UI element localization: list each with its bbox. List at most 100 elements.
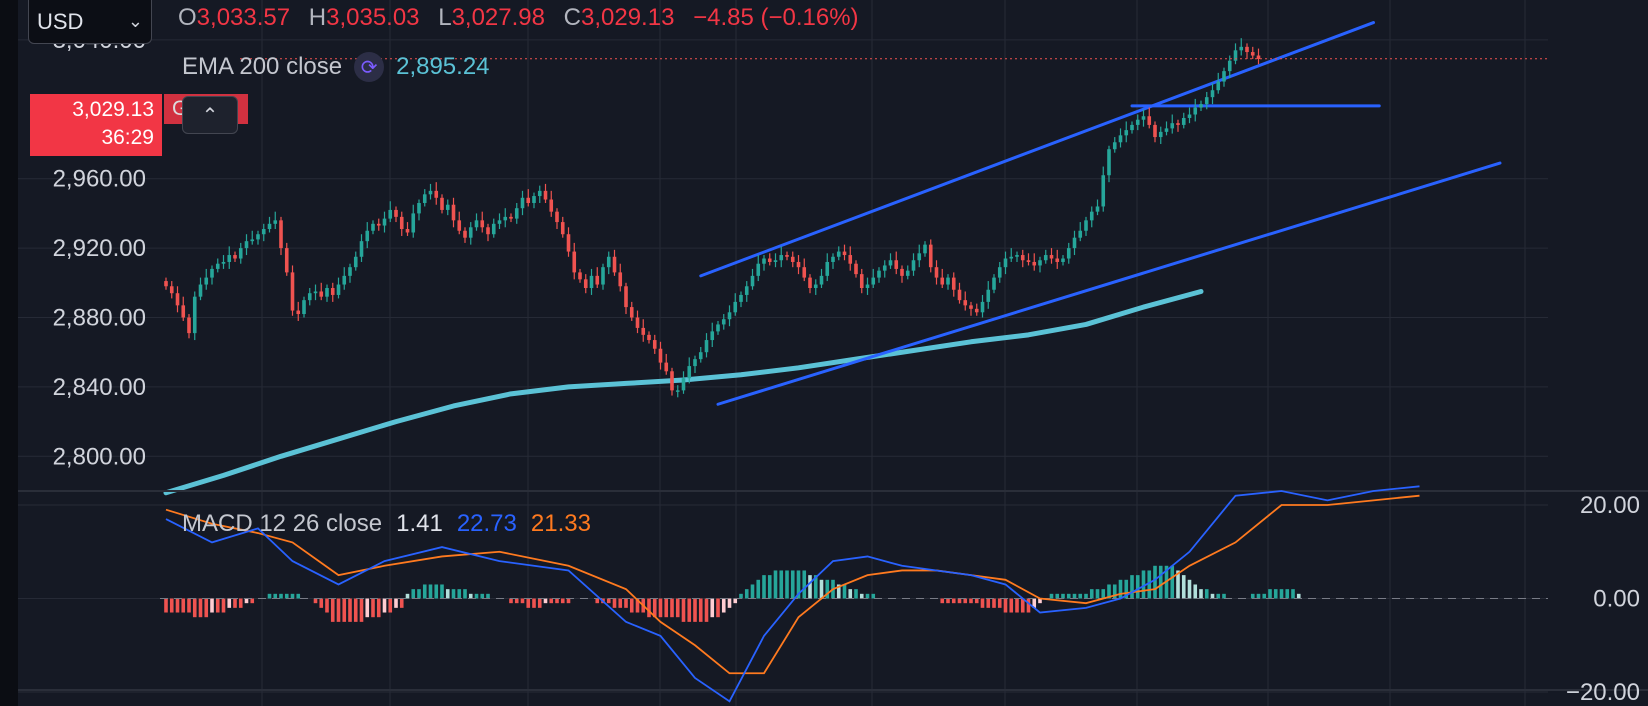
histogram-bar — [1066, 593, 1071, 599]
histogram-bar — [244, 598, 249, 604]
candle-body — [325, 288, 329, 297]
histogram-bar — [1084, 593, 1088, 599]
histogram-bar — [273, 593, 278, 599]
histogram-bar — [785, 570, 789, 599]
histogram-bar — [348, 598, 352, 622]
candle-body — [474, 220, 479, 228]
ohlc-legend: O3,033.57 H3,035.03 L3,027.98 C3,029.13 … — [178, 4, 859, 32]
histogram-bar — [440, 584, 444, 599]
candle-body — [560, 222, 565, 235]
histogram-bar — [762, 575, 766, 599]
histogram-bar — [428, 584, 433, 599]
candle-body — [1153, 124, 1157, 138]
candle-body — [681, 378, 686, 391]
histogram-bar — [1285, 589, 1290, 599]
histogram-bar — [290, 593, 295, 599]
histogram-bar — [1273, 589, 1278, 599]
collapse-legend-button[interactable]: ⌃ — [182, 96, 238, 134]
candle-body — [1101, 175, 1106, 207]
candle-body — [1095, 206, 1100, 212]
histogram-bar — [871, 593, 876, 599]
ema-legend[interactable]: EMA 200 close ⟳ 2,895.24 — [182, 52, 490, 82]
candle-body — [382, 218, 387, 226]
candle-body — [1147, 116, 1152, 125]
candle-body — [859, 274, 864, 289]
last-price-value: 3,029.13 — [72, 98, 154, 121]
histogram-bar — [986, 598, 991, 608]
histogram-bar — [739, 593, 743, 599]
candle-body — [675, 390, 680, 392]
candle-body — [911, 260, 916, 271]
histogram-bar — [813, 575, 818, 599]
candle-body — [612, 256, 617, 273]
histogram-bar — [555, 598, 559, 604]
histogram-bar — [1015, 598, 1019, 613]
histogram-bar — [279, 593, 283, 599]
candle-body — [624, 286, 628, 308]
candle-body — [951, 277, 956, 290]
candle-body — [1009, 256, 1014, 259]
bar-countdown: 36:29 — [101, 126, 154, 149]
histogram-bar — [509, 598, 513, 604]
close-label: C — [563, 4, 581, 31]
histogram-bar — [549, 598, 554, 604]
high-value: 3,035.03 — [326, 4, 420, 31]
histogram-bar — [951, 598, 956, 604]
macd-signal-value: 21.33 — [530, 510, 591, 537]
candle-body — [1055, 258, 1060, 262]
candle-body — [957, 289, 962, 301]
trendline-layer[interactable] — [699, 21, 1502, 406]
candle-body — [635, 317, 640, 328]
macd-line — [165, 485, 1420, 703]
histogram-bar — [198, 598, 203, 618]
currency-select[interactable]: USD ⌄ — [28, 0, 152, 44]
histogram-bar — [612, 598, 617, 608]
histogram-bar — [543, 598, 548, 604]
refresh-icon[interactable]: ⟳ — [354, 52, 385, 82]
candle-body — [974, 308, 979, 313]
candle-body — [537, 190, 542, 197]
candle-body — [514, 208, 519, 219]
candle-body — [888, 260, 893, 266]
histogram-bar — [1038, 598, 1042, 604]
candle-body — [808, 277, 812, 289]
low-value: 3,027.98 — [451, 4, 545, 31]
high-label: H — [308, 4, 327, 31]
candle-body — [319, 291, 324, 297]
histogram-bar — [1204, 589, 1209, 599]
histogram-bar — [480, 593, 485, 599]
candle-body — [1216, 81, 1221, 91]
histogram-bar — [376, 598, 381, 618]
candle-body — [238, 248, 243, 259]
histogram-bar — [1187, 579, 1192, 599]
candle-body — [744, 286, 749, 295]
candle-body — [250, 239, 255, 242]
candle-body — [836, 251, 841, 257]
chevron-up-icon: ⌃ — [201, 104, 219, 127]
histogram-bar — [779, 570, 784, 599]
histogram-bar — [635, 598, 640, 613]
candle-body — [698, 352, 703, 360]
histogram-bar — [675, 598, 680, 618]
candle-body — [405, 229, 410, 233]
candle-body — [606, 256, 611, 268]
histogram-bar — [825, 579, 830, 599]
close-value: 3,029.13 — [581, 4, 675, 31]
histogram-bar — [1222, 593, 1226, 599]
price-axis-tick-label: 2,840.00 — [53, 374, 146, 401]
candle-body — [365, 230, 370, 242]
candle-body — [210, 268, 214, 278]
candle-body — [1066, 248, 1071, 259]
candle-body — [1176, 123, 1180, 125]
histogram-bar — [859, 593, 864, 599]
candle-body — [882, 265, 887, 271]
histogram-bar — [187, 598, 191, 613]
low-label: L — [438, 4, 452, 31]
candle-body — [503, 216, 508, 221]
histogram-bar — [1078, 593, 1083, 599]
candle-body — [1089, 211, 1094, 221]
candle-body — [750, 275, 755, 287]
candlestick-series — [164, 38, 1261, 398]
trendline — [716, 161, 1502, 406]
